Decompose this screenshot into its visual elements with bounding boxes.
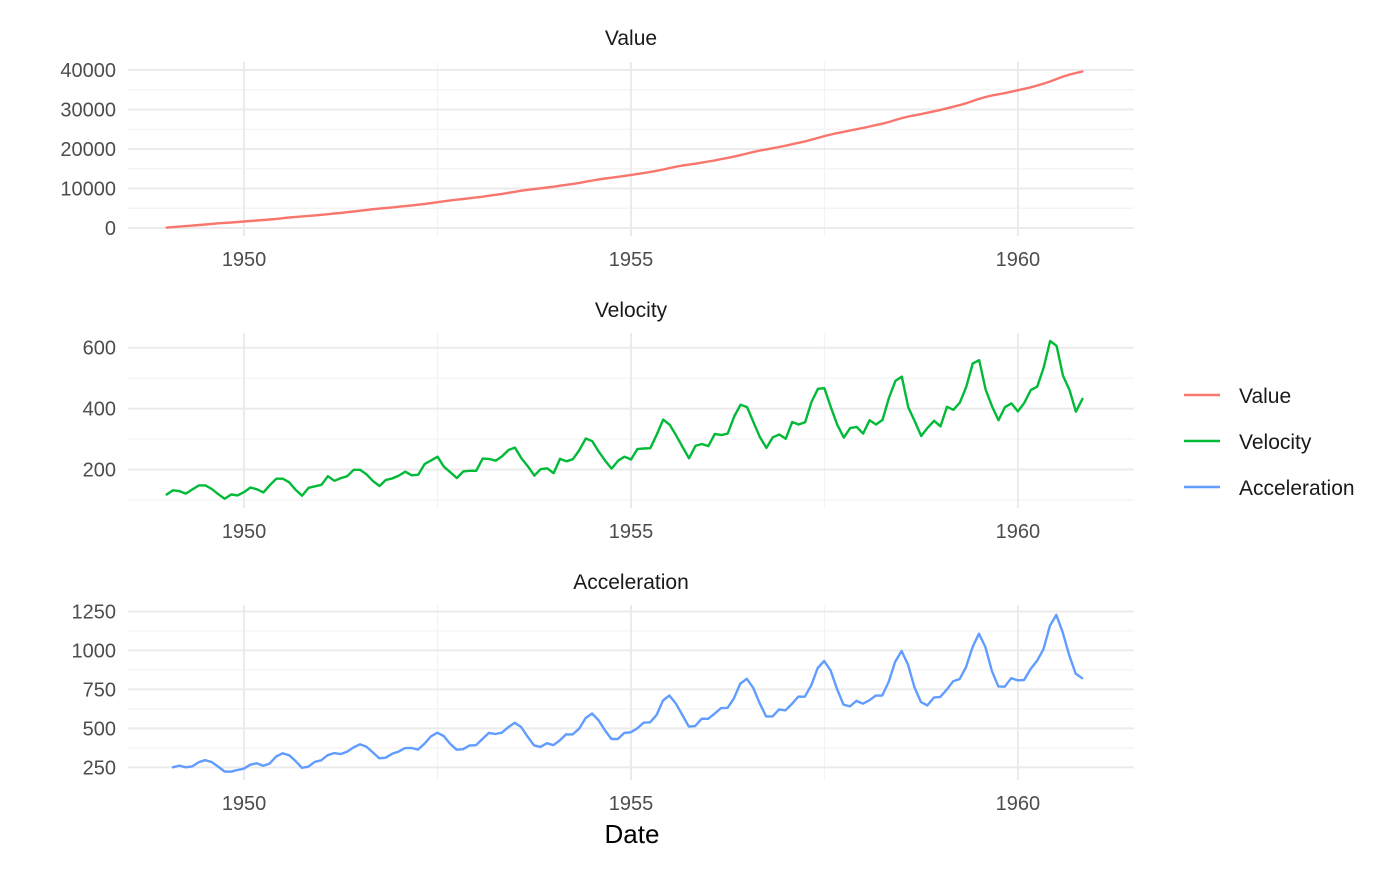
y-tick-label: 750: [83, 679, 116, 701]
x-tick-label: 1955: [609, 249, 654, 271]
panel-velocity: 200 400 600 1950 1955 1960 Velocity: [83, 299, 1134, 543]
panel-value: 0 10000 20000 30000 40000 1950 1955 1960 Value: [60, 27, 1134, 271]
y-tick-label: 10000: [60, 179, 116, 201]
x-axis-title: Date: [605, 819, 660, 849]
legend-label-acceleration: Acceleration: [1239, 477, 1355, 500]
y-tick-label: 400: [83, 399, 116, 421]
x-tick-label: 1950: [222, 793, 267, 815]
series-line-velocity: [165, 339, 1084, 500]
panel-title: Value: [605, 27, 657, 50]
y-tick-label: 40000: [60, 60, 116, 82]
y-tick-label: 1250: [72, 601, 117, 623]
x-tick-label: 1955: [609, 793, 654, 815]
x-tick-label: 1960: [996, 521, 1041, 543]
y-tick-label: 20000: [60, 139, 116, 161]
panel-title: Velocity: [595, 299, 668, 322]
y-tick-label: 600: [83, 338, 116, 360]
panel-acceleration: 250 500 750 1000 1250 1950 1955 1960 Acceleratio…: [72, 571, 1134, 815]
y-tick-label: 30000: [60, 100, 116, 122]
x-tick-label: 1960: [996, 249, 1041, 271]
legend: Value Velocity Acceleration: [1184, 385, 1355, 500]
legend-label-velocity: Velocity: [1239, 431, 1312, 454]
y-tick-label: 0: [105, 218, 116, 240]
legend-label-value: Value: [1239, 385, 1291, 408]
series-line-value: [165, 70, 1084, 229]
x-tick-label: 1950: [222, 249, 267, 271]
y-tick-label: 250: [83, 757, 116, 779]
y-tick-label: 1000: [72, 640, 117, 662]
series-line-acceleration: [171, 613, 1084, 773]
x-tick-label: 1955: [609, 521, 654, 543]
x-tick-label: 1950: [222, 521, 267, 543]
y-tick-label: 200: [83, 460, 116, 482]
panel-title: Acceleration: [573, 571, 689, 594]
y-tick-label: 500: [83, 718, 116, 740]
x-tick-label: 1960: [996, 793, 1041, 815]
